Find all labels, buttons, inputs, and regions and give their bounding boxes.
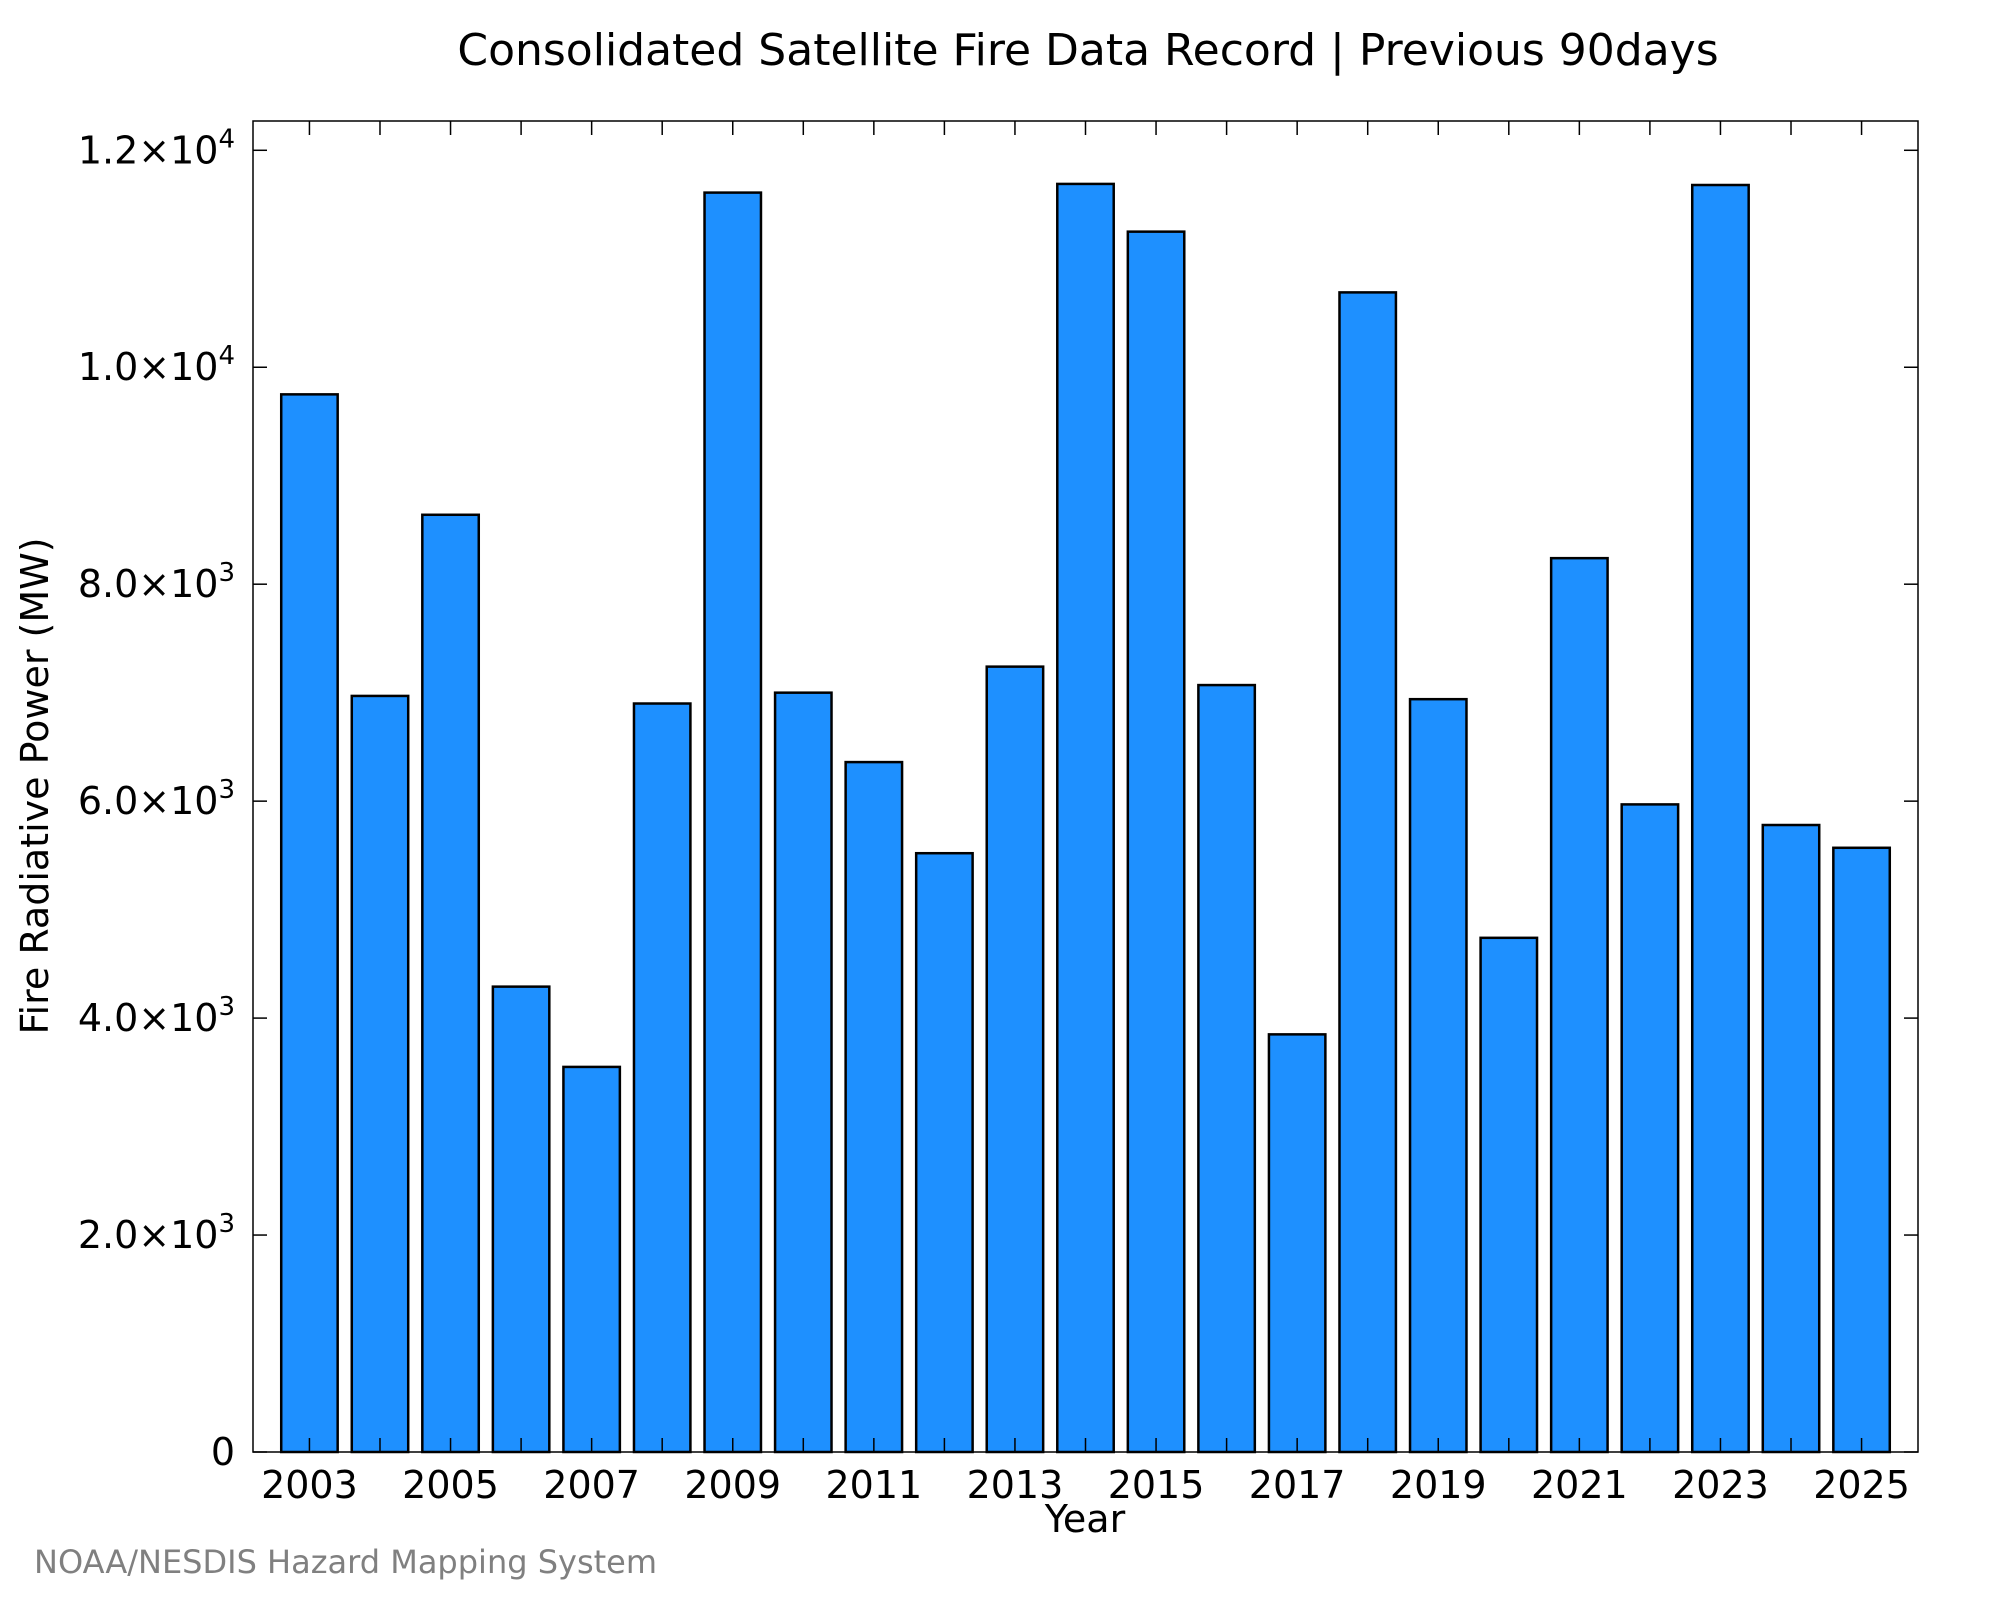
y-tick-label: 6.0×103 bbox=[78, 775, 235, 823]
bar-2009 bbox=[703, 191, 763, 1454]
bar-2022 bbox=[1620, 803, 1680, 1454]
y-tick-label: 1.2×104 bbox=[78, 124, 235, 172]
x-tick-label: 2017 bbox=[1249, 1463, 1346, 1507]
bar-2004 bbox=[350, 694, 410, 1454]
bar-2007 bbox=[562, 1065, 622, 1454]
bar-2012 bbox=[914, 851, 974, 1454]
bar-2016 bbox=[1197, 683, 1257, 1454]
x-axis-label: Year bbox=[1044, 1497, 1126, 1541]
bar-2003 bbox=[279, 393, 339, 1454]
bar-2006 bbox=[491, 985, 551, 1454]
bar-2020 bbox=[1479, 936, 1539, 1454]
bar-2015 bbox=[1126, 230, 1186, 1454]
bars-group bbox=[279, 182, 1892, 1454]
bar-2005 bbox=[421, 513, 481, 1454]
bar-2013 bbox=[985, 665, 1045, 1454]
x-tick-label: 2019 bbox=[1390, 1463, 1487, 1507]
y-tick-label: 0 bbox=[211, 1430, 235, 1474]
chart-title: Consolidated Satellite Fire Data Record … bbox=[457, 25, 1718, 76]
y-tick-label: 2.0×103 bbox=[78, 1209, 235, 1257]
bar-2019 bbox=[1408, 697, 1468, 1454]
x-tick-label: 2007 bbox=[543, 1463, 640, 1507]
y-tick-label: 4.0×103 bbox=[78, 992, 235, 1040]
x-tick-label: 2003 bbox=[261, 1463, 358, 1507]
y-tick-label: 8.0×103 bbox=[78, 558, 235, 606]
x-tick-label: 2023 bbox=[1672, 1463, 1769, 1507]
bar-2014 bbox=[1056, 182, 1115, 1454]
y-axis: 0 2.0×103 4.0×103 6.0×103 8.0×103 1.0×104 1.2×… bbox=[78, 124, 1918, 1474]
bar-2024 bbox=[1761, 823, 1821, 1454]
bar-2025 bbox=[1832, 846, 1892, 1454]
bar-2021 bbox=[1549, 556, 1609, 1454]
x-tick-label: 2009 bbox=[684, 1463, 781, 1507]
x-tick-label: 2025 bbox=[1813, 1463, 1910, 1507]
credit-text: NOAA/NESDIS Hazard Mapping System bbox=[34, 1543, 657, 1581]
x-tick-label: 2015 bbox=[1108, 1463, 1205, 1507]
x-axis: 2003 2005 2007 2009 2011 2013 2015 2017 2019 2021… bbox=[261, 121, 1910, 1507]
x-tick-label: 2021 bbox=[1531, 1463, 1628, 1507]
bar-2010 bbox=[773, 691, 833, 1454]
bar-2017 bbox=[1267, 1033, 1327, 1454]
x-tick-label: 2005 bbox=[402, 1463, 499, 1507]
x-tick-label: 2011 bbox=[825, 1463, 922, 1507]
y-axis-label: Fire Radiative Power (MW) bbox=[13, 537, 57, 1034]
bar-2018 bbox=[1338, 291, 1398, 1454]
y-tick-label: 1.0×104 bbox=[78, 341, 235, 389]
x-tick-label: 2013 bbox=[967, 1463, 1064, 1507]
bar-2008 bbox=[632, 702, 692, 1454]
bar-2011 bbox=[844, 760, 904, 1454]
bar-2023 bbox=[1690, 183, 1750, 1454]
